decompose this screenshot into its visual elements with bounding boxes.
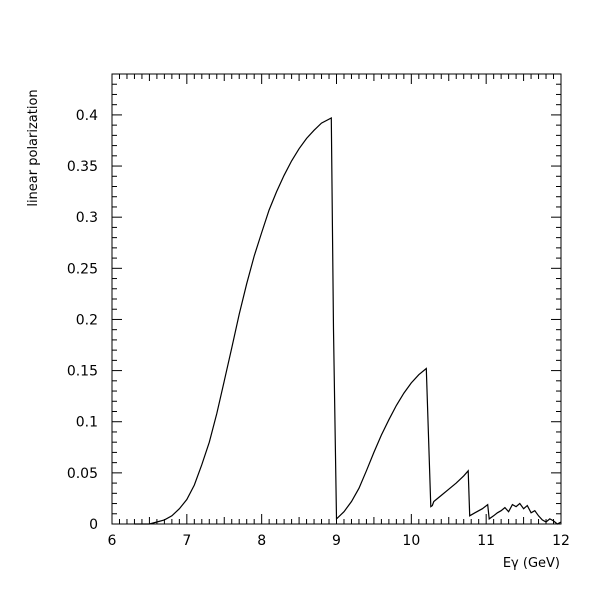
plot-frame: [111, 73, 562, 525]
y-tick-label: 0.3: [76, 210, 98, 226]
y-axis-title: linear polarization: [26, 89, 41, 206]
x-tick-label: 10: [402, 533, 420, 549]
y-tick-label: 0.2: [76, 312, 98, 328]
x-tick-label: 12: [552, 533, 570, 549]
y-tick-label: 0: [89, 517, 98, 533]
x-tick-label: 9: [332, 533, 341, 549]
x-tick-label: 8: [257, 533, 266, 549]
y-tick-label: 0.35: [67, 159, 98, 175]
y-tick-label: 0.25: [67, 261, 98, 277]
x-tick-label: 11: [477, 533, 495, 549]
tick-marks: [111, 73, 562, 525]
polarization-curve: [134, 117, 562, 525]
x-tick-label: 7: [182, 533, 191, 549]
x-tick-label: 6: [108, 533, 117, 549]
x-axis-title: Eγ (GeV): [503, 556, 560, 571]
y-tick-label: 0.05: [67, 466, 98, 482]
y-tick-label: 0.15: [67, 364, 98, 380]
tick-labels: 6 7 8 9 10 11 12 0 0.05 0.1 0.15 0.2 0.25 0.3 0.35 0.4: [67, 108, 570, 549]
y-tick-label: 0.4: [76, 108, 98, 124]
y-tick-label: 0.1: [76, 415, 98, 431]
